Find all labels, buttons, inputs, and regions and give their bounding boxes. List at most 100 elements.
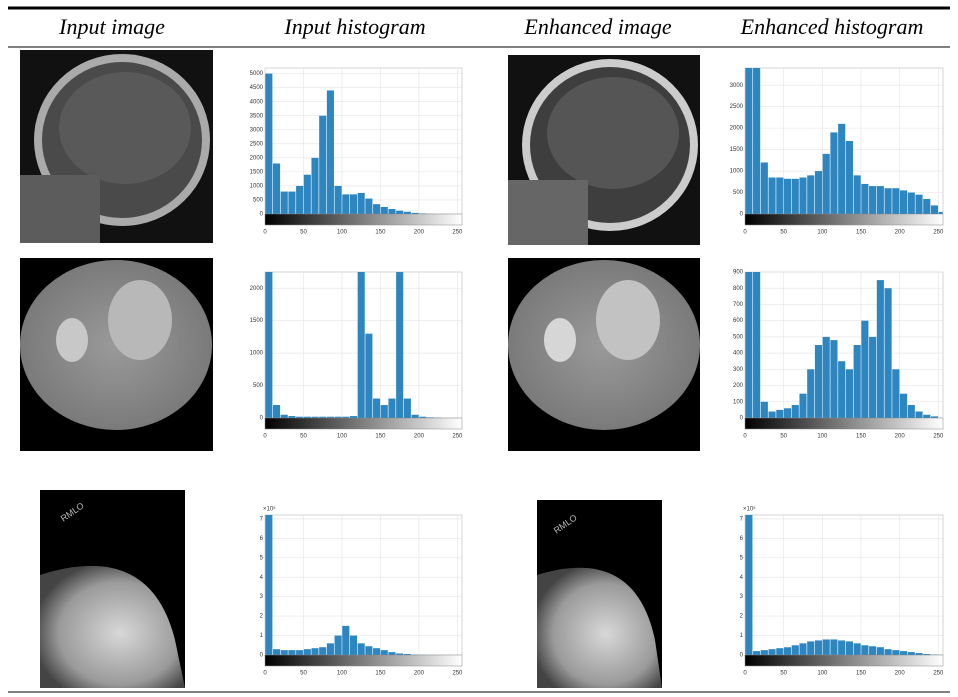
bar <box>869 646 876 655</box>
bar <box>358 643 365 655</box>
bar <box>769 178 776 215</box>
bar <box>396 272 403 418</box>
y-tick-label: 700 <box>733 302 744 308</box>
x-tick-label: 50 <box>300 230 307 236</box>
bar <box>923 199 930 214</box>
bar <box>892 188 899 214</box>
ct-input-image <box>20 258 213 451</box>
bar <box>335 186 342 214</box>
y-tick-label: 100 <box>733 399 744 405</box>
bar <box>753 651 760 655</box>
x-tick-label: 250 <box>452 230 463 236</box>
x-tick-label: 50 <box>780 230 787 236</box>
x-tick-label: 200 <box>895 434 906 440</box>
mri-enhanced-image <box>508 55 700 245</box>
bar <box>854 345 861 418</box>
bar <box>861 321 868 418</box>
histogram: 0500100015002000250030003500400045005000… <box>250 68 463 236</box>
bar <box>931 205 938 214</box>
x-tick-label: 150 <box>856 230 867 236</box>
mammogram-input-image: RMLO <box>40 490 185 688</box>
bar <box>915 412 922 418</box>
bar <box>761 402 768 418</box>
bar <box>745 272 752 418</box>
x-tick-label: 250 <box>933 230 944 236</box>
y-tick-label: 500 <box>253 198 264 204</box>
bar <box>273 163 280 214</box>
bar <box>908 405 915 418</box>
y-tick-label: 3 <box>260 594 264 600</box>
bar <box>908 193 915 214</box>
bar <box>846 369 853 418</box>
colorbar <box>745 418 943 429</box>
bar <box>342 194 349 214</box>
bar <box>799 643 806 655</box>
bar <box>830 132 837 214</box>
histogram: 0500100015002000050100150200250 <box>250 272 463 440</box>
bar <box>335 636 342 655</box>
bar <box>373 648 380 655</box>
x-tick-label: 0 <box>743 671 747 677</box>
bar <box>304 175 311 214</box>
bar <box>281 192 288 214</box>
bar <box>319 647 326 655</box>
y-tick-label: 2000 <box>250 155 264 161</box>
plot-area <box>265 515 462 655</box>
bar <box>815 171 822 214</box>
bar <box>365 646 372 655</box>
y-tick-label: 400 <box>733 351 744 357</box>
bar <box>915 195 922 214</box>
bar <box>319 116 326 214</box>
bar <box>373 399 380 418</box>
bar <box>304 649 311 655</box>
bar <box>939 212 943 214</box>
bar <box>381 650 388 655</box>
bar <box>854 175 861 214</box>
y-tick-label: 3 <box>740 594 744 600</box>
bar <box>311 158 318 214</box>
bar <box>365 334 372 418</box>
bar <box>900 394 907 418</box>
bar <box>288 650 295 655</box>
bar <box>915 653 922 655</box>
x-tick-label: 200 <box>414 671 425 677</box>
bar <box>776 410 783 418</box>
y-tick-label: 6 <box>260 536 264 542</box>
bar <box>846 141 853 214</box>
x-tick-label: 100 <box>337 434 348 440</box>
plot-area <box>745 515 943 655</box>
y-tick-label: 2 <box>740 614 744 620</box>
bar <box>799 178 806 215</box>
x-tick-label: 50 <box>780 671 787 677</box>
bar <box>846 641 853 655</box>
y-tick-label: 500 <box>733 334 744 340</box>
column-header: Enhanced histogram <box>740 14 924 39</box>
mri-input-image <box>20 50 213 243</box>
bar <box>799 394 806 418</box>
colorbar <box>745 214 943 225</box>
mammogram-enhanced-image: RMLO <box>537 500 662 688</box>
bar <box>885 188 892 214</box>
x-tick-label: 200 <box>895 230 906 236</box>
bar <box>265 515 272 655</box>
bar <box>900 190 907 214</box>
bar <box>792 645 799 655</box>
bar <box>877 647 884 655</box>
bar <box>830 639 837 655</box>
bar <box>296 650 303 655</box>
bar <box>396 211 403 214</box>
bar <box>861 184 868 214</box>
ct-enhanced-image <box>508 258 700 451</box>
y-tick-label: 3000 <box>730 83 744 89</box>
y-tick-label: 2 <box>260 614 264 620</box>
bar <box>877 280 884 418</box>
bar <box>404 399 411 418</box>
histogram: 050010001500200025003000050100150200250 <box>730 68 944 236</box>
y-tick-label: 0 <box>740 653 744 659</box>
bar <box>761 650 768 655</box>
bar <box>358 193 365 214</box>
bar <box>823 337 830 418</box>
bar <box>350 416 357 418</box>
x-tick-label: 250 <box>933 671 944 677</box>
bar <box>784 408 791 418</box>
